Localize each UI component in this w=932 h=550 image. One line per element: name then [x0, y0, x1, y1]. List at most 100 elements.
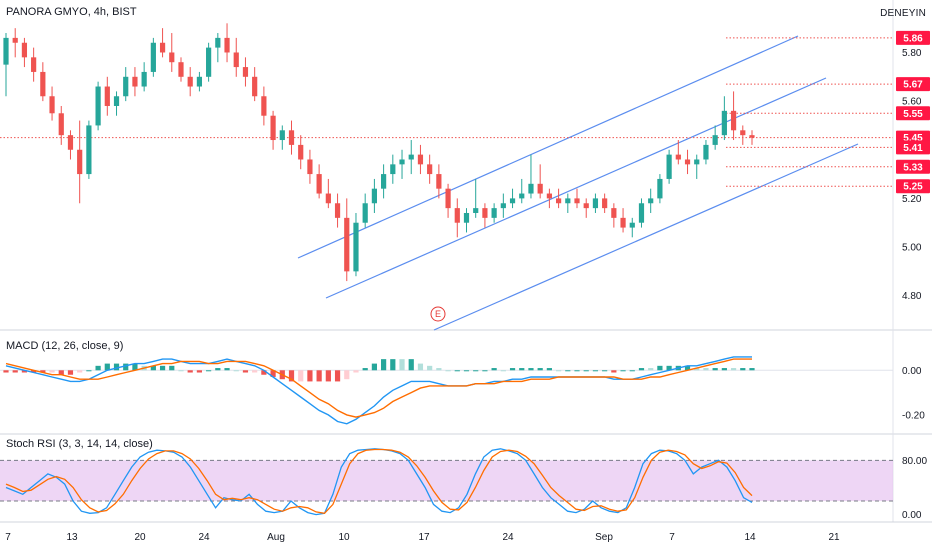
candle-body — [537, 183, 543, 194]
candle-body — [482, 208, 488, 218]
macd-histogram-bar — [602, 370, 608, 372]
price-tick-label: 5.20 — [902, 194, 922, 205]
macd-histogram-bar — [463, 370, 470, 372]
candle-body — [242, 67, 249, 77]
candle-body — [123, 76, 129, 97]
candle-body — [12, 37, 18, 43]
macd-histogram-bar — [537, 368, 543, 371]
candle-body — [749, 135, 755, 138]
macd-histogram-bar — [316, 370, 322, 382]
candle-body — [334, 203, 341, 218]
candle-body — [86, 125, 92, 175]
candle-body — [261, 96, 267, 116]
candle-body — [491, 208, 497, 218]
price-badge — [896, 140, 930, 155]
macd-histogram-bar — [445, 370, 451, 372]
stoch-rsi-axis: 80.00 0.00 — [902, 456, 927, 521]
macd-histogram-bar — [12, 370, 18, 373]
macd-histogram-bar — [740, 368, 746, 371]
macd-histogram-bar — [509, 368, 516, 371]
candle-body — [611, 208, 617, 218]
stoch-rsi-pane-title[interactable]: Stoch RSI (3, 3, 14, 14, close) — [6, 438, 153, 450]
macd-histogram-bar — [150, 365, 156, 371]
channel-lower-line[interactable] — [433, 143, 859, 331]
candle-body — [233, 52, 239, 68]
candle-body — [159, 42, 166, 53]
macd-tick-label: -0.20 — [902, 410, 925, 421]
macd-histogram-bar — [500, 370, 506, 372]
time-tick-label: 17 — [418, 532, 430, 543]
macd-histogram-bar — [31, 370, 37, 373]
candle-body — [307, 159, 313, 175]
candle-body — [215, 37, 221, 48]
candle-body — [583, 203, 589, 209]
time-tick-label: 7 — [669, 532, 675, 543]
candle-body — [344, 217, 350, 272]
time-axis[interactable]: 7 13 20 24 Aug 10 17 24 Sep 7 14 21 — [5, 532, 840, 543]
stoch-rsi-tick-label: 80.00 — [902, 456, 927, 467]
candle-body — [528, 183, 534, 194]
candle-body — [684, 159, 691, 165]
candle-body — [224, 37, 230, 53]
candle-body — [555, 198, 562, 204]
time-tick-label: 13 — [66, 532, 78, 543]
macd-histogram-bar — [178, 370, 184, 372]
candle-body — [141, 71, 147, 87]
channel-middle-line[interactable] — [325, 77, 827, 299]
macd-histogram-bar — [638, 368, 645, 371]
candle-body — [371, 188, 377, 204]
price-badge — [896, 77, 930, 92]
event-marker-label: E — [435, 309, 441, 319]
macd-histogram-bar — [454, 370, 460, 372]
candle-body — [694, 159, 700, 165]
macd-histogram-bar — [169, 365, 175, 371]
candle-body — [740, 130, 746, 136]
price-badge — [896, 30, 930, 45]
macd-histogram-bar — [123, 363, 129, 371]
candle-body — [730, 110, 737, 131]
earnings-event-marker[interactable]: E — [430, 306, 446, 322]
candle-body — [399, 159, 405, 165]
macd-histogram-bar — [233, 370, 239, 372]
macd-histogram-bar — [657, 365, 663, 371]
candle-body — [279, 130, 285, 141]
macd-axis: 0.00 -0.20 — [902, 366, 925, 422]
price-badge-label: 5.67 — [903, 80, 923, 91]
channel-lines[interactable] — [297, 35, 859, 331]
macd-histogram-bar — [648, 368, 654, 371]
candle-body — [58, 113, 64, 136]
macd-histogram-bar — [399, 359, 405, 371]
macd-histogram-bar — [611, 370, 617, 373]
channel-upper-line[interactable] — [297, 35, 799, 259]
candle-body — [316, 174, 322, 194]
price-level-lines — [0, 37, 893, 187]
macd-histogram-bar — [67, 370, 74, 375]
macd-histogram-bar — [40, 370, 46, 373]
macd-histogram-bar — [390, 359, 396, 371]
macd-histogram-bar — [546, 368, 552, 371]
price-badge — [896, 179, 930, 194]
time-tick-label: 24 — [502, 532, 514, 543]
macd-histogram-bar — [86, 370, 92, 372]
price-badge-label: 5.55 — [903, 109, 923, 120]
macd-histogram-bar — [196, 370, 203, 373]
stoch-d-line — [5, 448, 753, 514]
macd-histogram-bar — [528, 368, 534, 371]
candle-body — [408, 154, 414, 160]
candle-body — [500, 203, 506, 209]
candle-body — [21, 42, 28, 58]
macd-histogram-bar — [565, 370, 571, 372]
macd-histogram-bar — [288, 370, 295, 382]
price-badge-label: 5.33 — [903, 162, 923, 173]
price-tick-label: 5.00 — [902, 243, 922, 254]
macd-signal-line — [5, 358, 752, 418]
candle-body — [509, 198, 516, 204]
macd-pane-title[interactable]: MACD (12, 26, close, 9) — [6, 340, 124, 352]
symbol-title[interactable]: PANORA GMYO, 4h, BIST — [6, 6, 137, 18]
candle-body — [638, 203, 645, 223]
candle-body — [675, 154, 681, 160]
macd-histogram-bar — [436, 368, 442, 371]
macd-histogram-bar — [749, 368, 755, 371]
macd-histogram-bar — [592, 370, 599, 372]
